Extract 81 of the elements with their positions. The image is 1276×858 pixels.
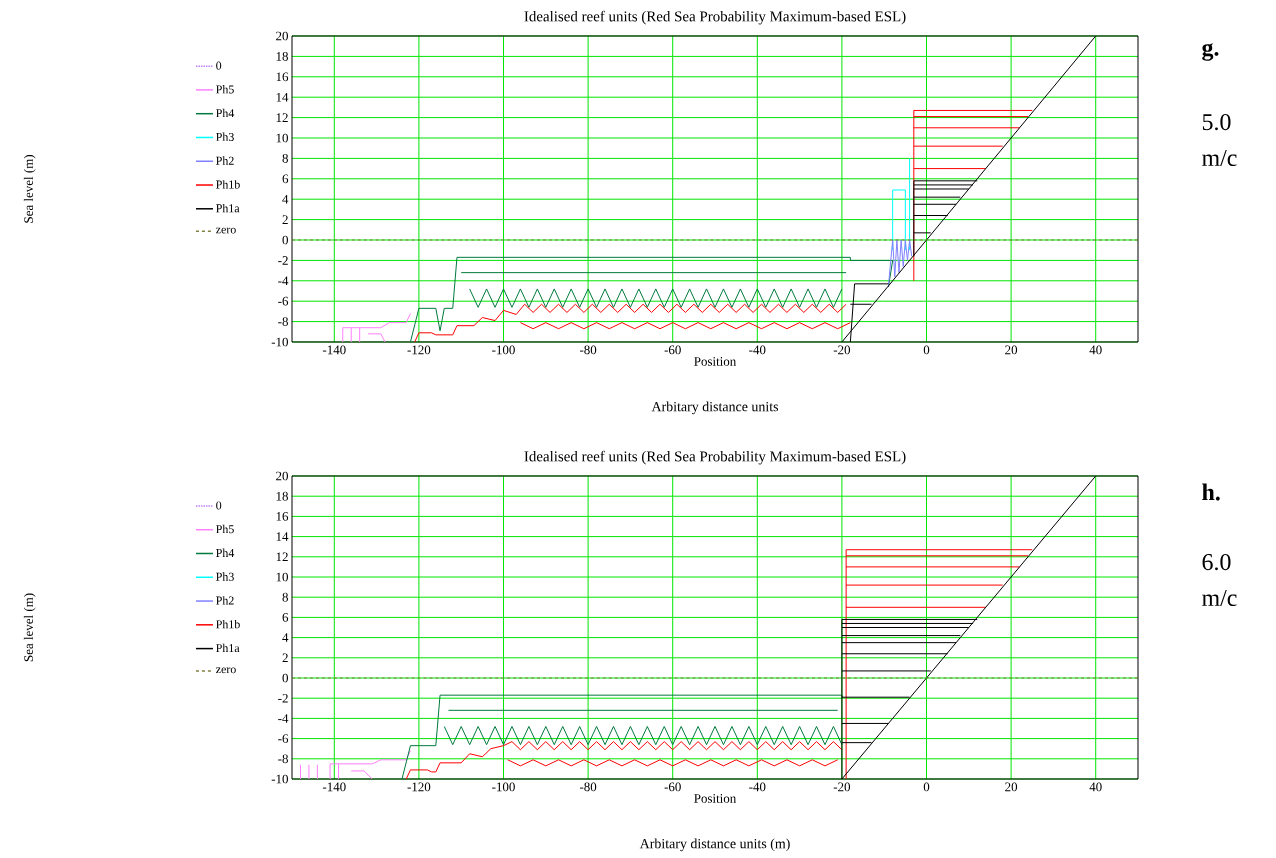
y-tick-label: 4 (282, 633, 289, 642)
y-tick-label: 6 (282, 613, 289, 622)
y-tick-label: 12 (276, 552, 288, 562)
x-tick-label: -60 (664, 345, 681, 355)
x-tick-label: -80 (579, 345, 597, 355)
y-tick-label: 20 (276, 471, 288, 481)
y-tick-label: -2 (278, 256, 288, 265)
x-tick-label: 20 (1005, 345, 1018, 355)
y-tick-label: 10 (276, 572, 288, 582)
y-tick-label: 2 (282, 653, 288, 663)
legend-label: 0 (216, 501, 222, 510)
y-tick-label: -2 (278, 693, 288, 703)
x-tick-label: -120 (407, 345, 431, 355)
legend-label: Ph3 (216, 132, 234, 141)
x-tick-label: -20 (833, 782, 851, 792)
legend-label: Ph4 (216, 108, 235, 118)
y-tick-label: -10 (271, 337, 288, 347)
x-tick-label: -40 (749, 345, 766, 355)
y-tick-label: 16 (276, 72, 289, 82)
y-tick-label: 18 (276, 491, 288, 501)
x-tick-label: 20 (1005, 782, 1018, 792)
y-tick-label: 16 (276, 512, 289, 521)
y-axis-title: Sea level (m) (23, 593, 36, 662)
legend-label: Ph2 (216, 156, 234, 165)
legend-label: Ph5 (216, 524, 234, 534)
y-tick-label: 14 (276, 92, 289, 102)
y-tick-label: 18 (276, 52, 288, 61)
text: 5.0 m/c (1202, 113, 1237, 166)
y-tick-label: 0 (282, 673, 288, 683)
legend-label: Ph1b (216, 180, 240, 189)
y-tick-label: -6 (278, 734, 289, 743)
legend-label: Ph4 (216, 548, 235, 557)
chart-title: Idealised reef units (Red Sea Probability Maximum-based ESL) (524, 450, 906, 465)
x-tick-label: -100 (492, 782, 515, 792)
x-tick-label: 0 (923, 345, 930, 355)
y-tick-label: 8 (282, 154, 288, 163)
y-tick-label: 2 (282, 215, 288, 224)
legend-label: Ph5 (216, 85, 234, 94)
x-tick-label: 0 (923, 782, 930, 792)
y-tick-label: 10 (276, 133, 288, 143)
x-tick-label: -60 (664, 782, 681, 792)
x-axis-title: Position (694, 357, 737, 366)
text: Arbitary distance units (m) (639, 838, 790, 852)
x-tick-label: -140 (322, 345, 346, 355)
legend-label: zero (216, 667, 236, 674)
y-tick-label: -6 (278, 296, 289, 306)
y-tick-label: 14 (276, 532, 289, 541)
x-tick-label: -140 (322, 782, 346, 792)
line-series (887, 239, 913, 287)
x-tick-label: -120 (407, 782, 431, 792)
y-tick-label: 20 (276, 31, 288, 41)
legend-label: Ph1a (216, 203, 240, 213)
y-tick-label: -10 (271, 774, 288, 784)
x-tick-label: -100 (492, 345, 515, 355)
y-tick-label: -8 (278, 317, 288, 326)
y-tick-label: 12 (276, 113, 288, 122)
y-tick-label: -8 (278, 754, 288, 764)
chart-title: Idealised reef units (Red Sea Probability Maximum-based ESL) (524, 10, 906, 25)
text: h. (1202, 483, 1220, 501)
text: g. (1202, 43, 1219, 61)
legend-label: Ph1b (216, 619, 240, 629)
legend-label: Ph2 (216, 596, 234, 605)
legend-label: Ph1a (216, 643, 240, 653)
legend-label: 0 (216, 61, 222, 70)
y-axis-title: Sea level (m) (23, 155, 36, 223)
x-axis-title: Position (694, 794, 737, 803)
y-tick-label: 6 (282, 174, 289, 184)
x-tick-label: -20 (833, 345, 851, 355)
y-tick-label: -4 (278, 714, 289, 723)
y-tick-label: 8 (282, 592, 288, 602)
text: Arbitary distance units (651, 401, 779, 415)
y-tick-label: 4 (282, 194, 289, 204)
x-tick-label: 40 (1089, 345, 1102, 355)
legend-label: zero (216, 227, 236, 234)
x-tick-label: -80 (579, 782, 597, 792)
y-tick-label: 0 (282, 235, 288, 245)
y-tick-label: -4 (278, 276, 289, 286)
text: 6.0 m/c (1202, 553, 1237, 606)
x-tick-label: -40 (749, 782, 766, 792)
legend-label: Ph3 (216, 572, 234, 581)
x-tick-label: 40 (1089, 782, 1102, 792)
